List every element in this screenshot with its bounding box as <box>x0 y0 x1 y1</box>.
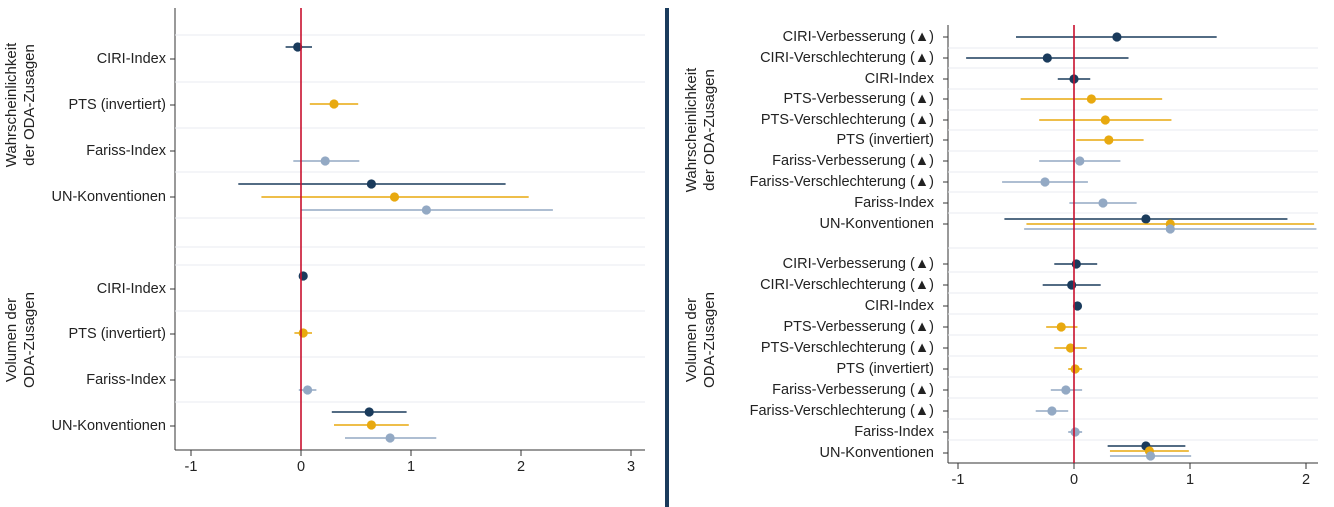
point-estimate <box>1165 224 1175 234</box>
point-estimate <box>1071 259 1081 269</box>
point-estimate <box>303 385 313 395</box>
row-label: CIRI-Verschlechterung (▲) <box>760 50 934 66</box>
x-tick-label: 0 <box>297 459 305 475</box>
group-title: Volumen der <box>683 298 700 382</box>
point-estimate <box>1042 53 1052 63</box>
row-label: PTS-Verbesserung (▲) <box>783 319 934 335</box>
point-estimate <box>1145 451 1156 461</box>
row-label: Fariss-Verschlechterung (▲) <box>750 403 934 419</box>
x-tick-label: 3 <box>627 459 635 475</box>
point-estimate <box>293 42 303 52</box>
row-label: Fariss-Verschlechterung (▲) <box>750 174 934 190</box>
group-title: Wahrscheinlichkeit <box>3 42 20 167</box>
row-label: PTS (invertiert) <box>837 132 935 148</box>
group-title: ODA-Zusagen <box>701 292 718 388</box>
x-tick-label: 0 <box>1070 472 1078 488</box>
point-estimate <box>385 433 395 443</box>
x-tick-label: -1 <box>185 459 198 475</box>
point-estimate <box>329 99 339 109</box>
row-label: CIRI-Verschlechterung (▲) <box>760 277 934 293</box>
row-label: Fariss-Verbesserung (▲) <box>772 153 934 169</box>
point-estimate <box>364 407 374 417</box>
right-coefficient-plot: Wahrscheinlichkeit der ODA-Zusagen Volumen… <box>683 25 1318 488</box>
row-label: CIRI-Verbesserung (▲) <box>783 256 934 272</box>
point-estimate <box>366 420 376 430</box>
row-label: PTS (invertiert) <box>69 97 167 113</box>
point-estimate <box>1047 406 1057 416</box>
row-label: UN-Konventionen <box>820 445 934 461</box>
row-label: CIRI-Index <box>97 281 167 297</box>
point-estimate <box>298 271 308 281</box>
group-title: ODA-Zusagen <box>21 292 38 388</box>
row-label: PTS (invertiert) <box>837 361 935 377</box>
point-estimate <box>366 179 376 189</box>
row-label: Fariss-Index <box>854 195 935 211</box>
left-coefficient-plot: Wahrscheinlichkeit der ODA-Zusagen Volumen… <box>3 8 645 475</box>
point-estimate <box>1056 322 1066 332</box>
point-estimate <box>1070 364 1080 374</box>
row-label: UN-Konventionen <box>52 418 166 434</box>
point-estimate <box>1065 343 1076 353</box>
group-title: der ODA-Zusagen <box>21 44 38 166</box>
row-label: PTS (invertiert) <box>69 326 167 342</box>
point-estimate <box>1112 32 1122 42</box>
point-estimate <box>320 156 330 166</box>
row-label: CIRI-Index <box>865 298 935 314</box>
point-estimate <box>1086 94 1096 104</box>
group-title: Wahrscheinlichkeit <box>683 67 700 192</box>
point-estimate <box>1141 214 1151 224</box>
row-label: CIRI-Index <box>865 71 935 87</box>
row-label: CIRI-Verbesserung (▲) <box>783 29 934 45</box>
point-estimate <box>1075 156 1085 166</box>
row-label: Fariss-Index <box>854 424 935 440</box>
x-tick-label: -1 <box>952 472 965 488</box>
point-estimate <box>421 205 431 215</box>
row-label: Fariss-Index <box>86 372 167 388</box>
x-tick-label: 1 <box>1186 472 1194 488</box>
group-title: Volumen der <box>3 298 20 382</box>
row-label: PTS-Verschlechterung (▲) <box>761 112 934 128</box>
row-label: UN-Konventionen <box>52 189 166 205</box>
row-label: PTS-Verbesserung (▲) <box>783 91 934 107</box>
x-tick-label: 2 <box>1302 472 1310 488</box>
point-estimate <box>1104 135 1114 145</box>
point-estimate <box>1100 115 1110 125</box>
point-estimate <box>1040 177 1050 187</box>
group-title: der ODA-Zusagen <box>701 69 718 191</box>
x-tick-label: 2 <box>517 459 525 475</box>
point-estimate <box>1098 198 1108 208</box>
point-estimate <box>389 192 400 202</box>
row-label: PTS-Verschlechterung (▲) <box>761 340 934 356</box>
row-label: UN-Konventionen <box>820 216 934 232</box>
point-estimate <box>1072 301 1083 311</box>
point-estimate <box>1061 385 1071 395</box>
row-label: CIRI-Index <box>97 51 167 67</box>
point-estimate <box>298 328 308 338</box>
point-estimate <box>1067 280 1077 290</box>
x-tick-label: 1 <box>407 459 415 475</box>
point-estimate <box>1070 427 1080 437</box>
row-label: Fariss-Verbesserung (▲) <box>772 382 934 398</box>
row-label: Fariss-Index <box>86 143 167 159</box>
